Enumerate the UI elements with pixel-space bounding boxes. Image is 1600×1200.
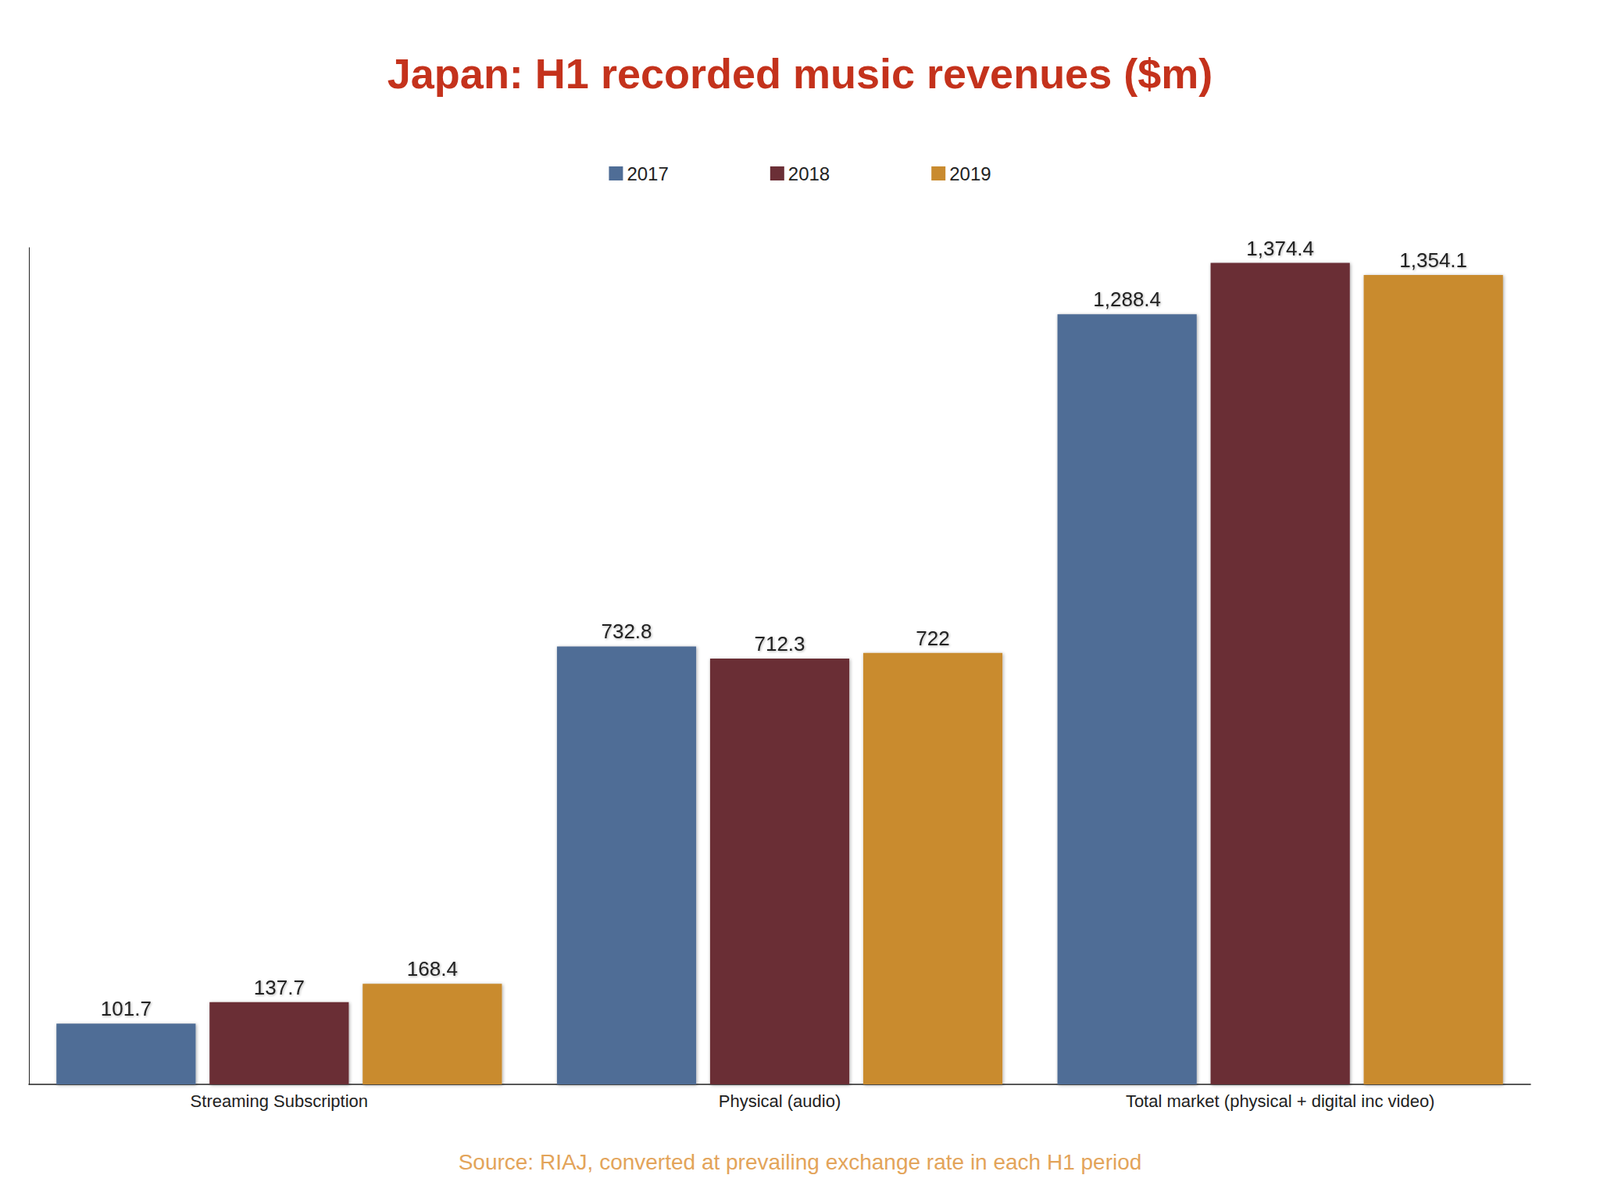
svg-text:Physical (audio): Physical (audio) bbox=[718, 1091, 842, 1111]
svg-text:2017: 2017 bbox=[626, 163, 668, 185]
svg-text:137.7: 137.7 bbox=[253, 975, 305, 1000]
svg-text:2019: 2019 bbox=[949, 163, 991, 185]
svg-text:1,374.4: 1,374.4 bbox=[1246, 236, 1315, 261]
svg-text:1,288.4: 1,288.4 bbox=[1092, 287, 1161, 311]
svg-text:Japan: H1 recorded music reven: Japan: H1 recorded music revenues ($m) bbox=[387, 50, 1213, 97]
svg-text:168.4: 168.4 bbox=[407, 957, 458, 981]
svg-text:712.3: 712.3 bbox=[753, 632, 805, 656]
svg-text:2018: 2018 bbox=[788, 163, 830, 185]
svg-text:732.8: 732.8 bbox=[600, 619, 652, 643]
svg-text:Source: RIAJ, converted at pre: Source: RIAJ, converted at prevailing ex… bbox=[458, 1150, 1143, 1175]
svg-text:Total market (physical + digit: Total market (physical + digital inc vid… bbox=[1125, 1091, 1436, 1111]
svg-text:Streaming Subscription: Streaming Subscription bbox=[190, 1091, 368, 1111]
svg-text:101.7: 101.7 bbox=[100, 996, 152, 1021]
svg-text:1,354.1: 1,354.1 bbox=[1399, 248, 1468, 272]
svg-text:722: 722 bbox=[915, 626, 950, 650]
